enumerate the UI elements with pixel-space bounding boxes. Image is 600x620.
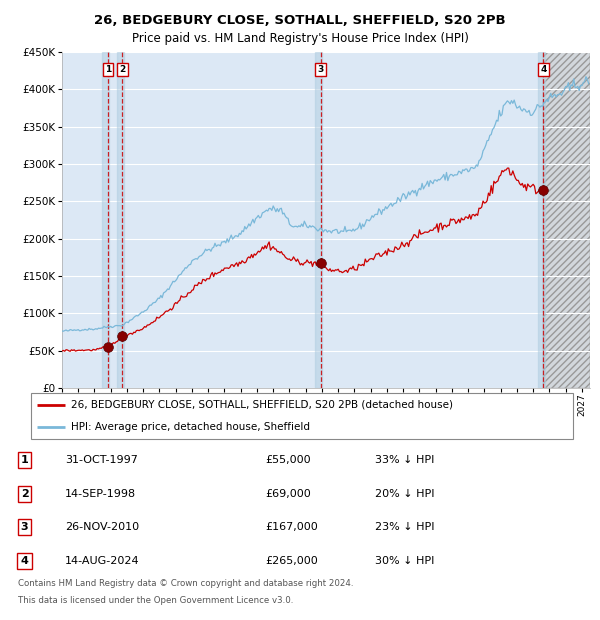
Text: 26, BEDGEBURY CLOSE, SOTHALL, SHEFFIELD, S20 2PB: 26, BEDGEBURY CLOSE, SOTHALL, SHEFFIELD,… (94, 14, 506, 27)
Text: 26, BEDGEBURY CLOSE, SOTHALL, SHEFFIELD, S20 2PB (detached house): 26, BEDGEBURY CLOSE, SOTHALL, SHEFFIELD,… (71, 400, 453, 410)
Text: 4: 4 (20, 556, 28, 566)
FancyBboxPatch shape (31, 393, 573, 439)
Text: 14-AUG-2024: 14-AUG-2024 (65, 556, 140, 566)
Text: 4: 4 (540, 65, 547, 74)
Text: HPI: Average price, detached house, Sheffield: HPI: Average price, detached house, Shef… (71, 422, 310, 432)
Text: 26-NOV-2010: 26-NOV-2010 (65, 523, 139, 533)
Text: 2: 2 (119, 65, 125, 74)
Text: £69,000: £69,000 (265, 489, 311, 498)
Text: 14-SEP-1998: 14-SEP-1998 (65, 489, 136, 498)
Bar (315, 52, 322, 388)
Text: 20% ↓ HPI: 20% ↓ HPI (376, 489, 435, 498)
Text: 31-OCT-1997: 31-OCT-1997 (65, 455, 138, 465)
Text: 30% ↓ HPI: 30% ↓ HPI (376, 556, 435, 566)
Bar (103, 52, 109, 388)
Bar (116, 52, 124, 388)
Text: 3: 3 (20, 523, 28, 533)
Text: 2: 2 (20, 489, 28, 498)
Text: 1: 1 (105, 65, 111, 74)
Text: 33% ↓ HPI: 33% ↓ HPI (376, 455, 435, 465)
Bar (543, 52, 590, 388)
Bar (543, 52, 590, 388)
Text: £55,000: £55,000 (265, 455, 311, 465)
Text: £167,000: £167,000 (265, 523, 318, 533)
Text: Contains HM Land Registry data © Crown copyright and database right 2024.: Contains HM Land Registry data © Crown c… (18, 579, 353, 588)
Text: This data is licensed under the Open Government Licence v3.0.: This data is licensed under the Open Gov… (18, 596, 293, 605)
Text: Price paid vs. HM Land Registry's House Price Index (HPI): Price paid vs. HM Land Registry's House … (131, 32, 469, 45)
Bar (538, 52, 545, 388)
Text: £265,000: £265,000 (265, 556, 318, 566)
Text: 3: 3 (317, 65, 324, 74)
Text: 1: 1 (20, 455, 28, 465)
Text: 23% ↓ HPI: 23% ↓ HPI (376, 523, 435, 533)
